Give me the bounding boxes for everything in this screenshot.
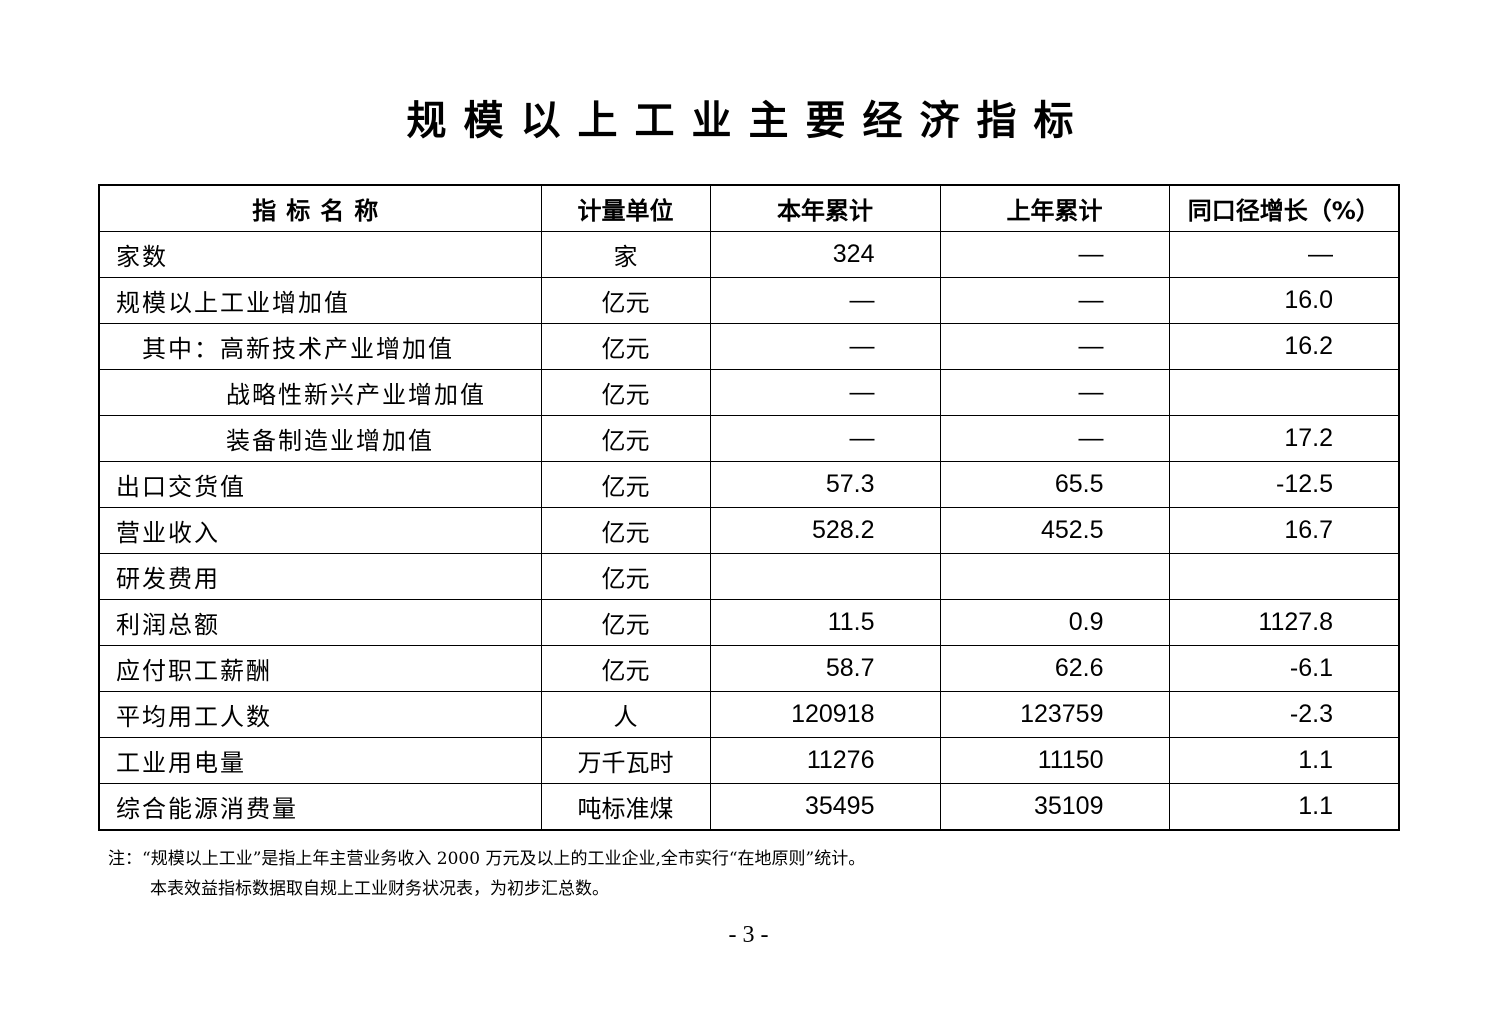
cell-previous-year: 65.5 [939,461,1170,508]
cell-unit: 亿元 [540,553,711,600]
cell-previous-year: 123759 [939,691,1170,738]
header-unit: 计量单位 [540,184,711,232]
cell-growth [1168,369,1400,416]
cell-unit: 万千瓦时 [540,737,711,784]
cell-unit: 家 [540,231,711,278]
cell-current-year: 57.3 [709,461,941,508]
cell-previous-year: 35109 [939,783,1170,831]
cell-current-year: 324 [709,231,941,278]
cell-indicator-name: 研发费用 [98,553,542,600]
cell-unit: 亿元 [540,507,711,554]
cell-growth: -6.1 [1168,645,1400,692]
cell-current-year: 528.2 [709,507,941,554]
cell-indicator-name: 工业用电量 [98,737,542,784]
table-row: 工业用电量 万千瓦时 11276 11150 1.1 [98,737,1400,784]
cell-unit: 亿元 [540,415,711,462]
table-row: 战略性新兴产业增加值 亿元 — — [98,369,1400,416]
cell-indicator-name: 利润总额 [98,599,542,646]
footnote: 注：“规模以上工业”是指上年主营业务收入 2000 万元及以上的工业企业,全市实… [108,849,866,869]
table-row: 研发费用 亿元 [98,553,1400,600]
table-row: 平均用工人数人 120918 123759 -2.3 [98,691,1400,738]
cell-unit: 亿元 [540,369,711,416]
table-row: 应付职工薪酬 亿元 58.7 62.6 -6.1 [98,645,1400,692]
cell-growth: 1127.8 [1168,599,1400,646]
cell-previous-year: — [939,369,1170,416]
cell-current-year [709,553,941,600]
cell-previous-year: — [939,323,1170,370]
cell-current-year: 35495 [709,783,941,831]
cell-growth: -2.3 [1168,691,1400,738]
cell-current-year: 58.7 [709,645,941,692]
cell-indicator-name: 应付职工薪酬 [98,645,542,692]
cell-growth: 16.0 [1168,277,1400,324]
cell-unit: 人 [540,691,711,738]
cell-indicator-name: 其中：高新技术产业增加值 [98,323,542,370]
cell-unit: 亿元 [540,645,711,692]
cell-current-year: — [709,369,941,416]
cell-indicator-name: 战略性新兴产业增加值 [98,369,542,416]
cell-growth: 17.2 [1168,415,1400,462]
table-row: 营业收入 亿元 528.2 452.5 16.7 [98,507,1400,554]
cell-indicator-name: 出口交货值 [98,461,542,508]
cell-growth: 16.7 [1168,507,1400,554]
cell-previous-year: 0.9 [939,599,1170,646]
cell-current-year: — [709,277,941,324]
indicators-table: 指标名称 计量单位 本年累计 上年累计 同口径增长（%） 家数家 324— — 规模以… [98,184,1400,831]
cell-previous-year: — [939,415,1170,462]
cell-current-year: — [709,323,941,370]
cell-growth [1168,553,1400,600]
cell-current-year: 120918 [709,691,941,738]
cell-previous-year: — [939,277,1170,324]
cell-current-year: 11276 [709,737,941,784]
cell-previous-year [939,553,1170,600]
cell-growth: 1.1 [1168,737,1400,784]
table-row: 装备制造业增加值 亿元 — —17.2 [98,415,1400,462]
cell-current-year: 11.5 [709,599,941,646]
cell-indicator-name: 装备制造业增加值 [98,415,542,462]
cell-previous-year: 452.5 [939,507,1170,554]
cell-current-year: — [709,415,941,462]
header-growth: 同口径增长（%） [1168,184,1400,232]
cell-growth: 1.1 [1168,783,1400,831]
cell-indicator-name: 平均用工人数 [98,691,542,738]
table-header-row: 指标名称 计量单位 本年累计 上年累计 同口径增长（%） [98,184,1400,232]
cell-growth: 16.2 [1168,323,1400,370]
header-indicator-name: 指标名称 [98,184,542,232]
cell-indicator-name: 营业收入 [98,507,542,554]
cell-previous-year: 11150 [939,737,1170,784]
header-current-year: 本年累计 [709,184,941,232]
cell-unit: 亿元 [540,277,711,324]
cell-previous-year: 62.6 [939,645,1170,692]
cell-unit: 吨标准煤 [540,783,711,831]
cell-unit: 亿元 [540,599,711,646]
table-row: 家数家 324— — [98,231,1400,278]
cell-growth: — [1168,231,1400,278]
footnote-2: 本表效益指标数据取自规上工业财务状况表，为初步汇总数。 [150,879,609,899]
table-row: 出口交货值 亿元 57.3 65.5 -12.5 [98,461,1400,508]
header-previous-year: 上年累计 [939,184,1170,232]
cell-previous-year: — [939,231,1170,278]
cell-indicator-name: 规模以上工业增加值 [98,277,542,324]
table-row: 规模以上工业增加值 亿元 — —16.0 [98,277,1400,324]
cell-unit: 亿元 [540,323,711,370]
page-number: - 3 - [728,922,769,948]
table-row: 利润总额 亿元 11.5 0.9 1127.8 [98,599,1400,646]
page-title: 规模以上工业主要经济指标 [406,97,1091,144]
table-row: 综合能源消费量 吨标准煤 35495 35109 1.1 [98,783,1400,831]
cell-indicator-name: 家数 [98,231,542,278]
cell-unit: 亿元 [540,461,711,508]
table-row: 其中：高新技术产业增加值 亿元 — —16.2 [98,323,1400,370]
cell-indicator-name: 综合能源消费量 [98,783,542,831]
cell-growth: -12.5 [1168,461,1400,508]
